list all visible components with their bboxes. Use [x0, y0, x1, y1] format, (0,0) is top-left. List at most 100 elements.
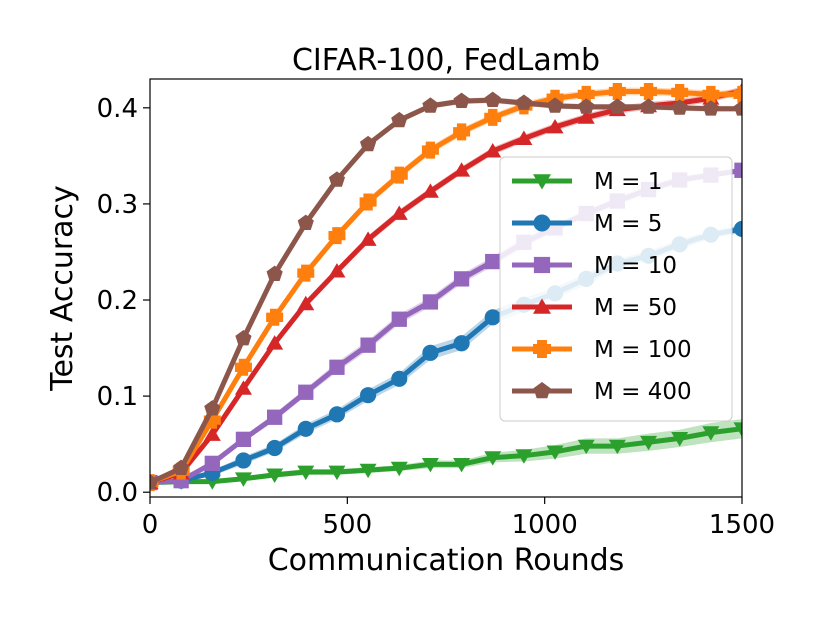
series-6-point	[266, 265, 283, 281]
series-6-point	[297, 214, 314, 231]
series-5-point	[421, 141, 439, 159]
series-1-point	[453, 457, 471, 473]
series-2-point	[360, 387, 377, 404]
series-5-point	[577, 85, 595, 103]
series-4-point	[515, 130, 533, 145]
legend-swatch-marker	[533, 174, 551, 190]
series-6	[150, 91, 742, 490]
x-tick-label: 1500	[709, 510, 775, 540]
series-6-point	[422, 97, 439, 113]
y-tick-label: 0.4	[97, 94, 138, 124]
series-6-point	[328, 171, 346, 187]
series-4-point	[234, 380, 252, 395]
series-5-point	[702, 85, 720, 103]
series-5-point	[453, 123, 471, 141]
series-4-point	[390, 205, 408, 220]
series-6-point	[360, 135, 377, 152]
series-6-point	[484, 91, 501, 108]
legend-label: M = 50	[594, 295, 677, 321]
series-1-point	[328, 465, 346, 481]
series-4-point	[453, 162, 471, 177]
series-3-point	[266, 409, 283, 425]
legend-label: M = 400	[594, 379, 692, 405]
series-6-point	[515, 94, 532, 110]
legend-item-4: M = 50	[512, 295, 677, 321]
series-4-point	[546, 118, 564, 134]
series-4-point	[577, 109, 595, 124]
series-3-point	[204, 455, 220, 472]
series-5-point	[608, 82, 626, 100]
series-6-point	[733, 100, 742, 116]
series-6-point	[640, 98, 657, 114]
x-axis-label: Communication Rounds	[268, 543, 625, 578]
series-1-point	[640, 435, 658, 451]
series-6-point	[235, 329, 252, 346]
legend-label: M = 1	[594, 169, 662, 195]
series-6-point	[453, 92, 470, 108]
y-tick-label: 0.0	[97, 478, 138, 508]
x-tick-label: 500	[323, 510, 373, 540]
plot-frame	[149, 78, 743, 498]
series-6-point	[150, 474, 159, 490]
series-1-point	[546, 445, 564, 460]
series-4-point	[421, 183, 439, 198]
series-1-point	[515, 449, 533, 464]
series-5-point	[733, 85, 742, 103]
series-1-point	[266, 468, 284, 483]
series-6-point	[702, 100, 719, 116]
series-5-point	[297, 264, 315, 282]
series-3-point	[485, 253, 501, 270]
series-1-point	[390, 461, 408, 477]
series-6-point	[546, 97, 564, 113]
series-5-point	[640, 82, 658, 100]
series-2-point	[328, 406, 346, 423]
series-3-point	[422, 294, 439, 310]
legend-label: M = 100	[594, 337, 692, 363]
legend-item-2: M = 5	[512, 211, 662, 237]
series-1-point	[702, 426, 720, 441]
legend-item-1: M = 1	[512, 169, 662, 195]
series-3-point	[734, 162, 742, 178]
chart-title: CIFAR-100, FedLamb	[292, 43, 600, 78]
legend-swatch-marker	[533, 298, 551, 314]
series-2-point	[422, 344, 439, 361]
series-5-point	[484, 108, 502, 126]
legend-item-3: M = 10	[512, 253, 677, 279]
series-4-point	[297, 295, 315, 311]
series-1-point	[577, 439, 595, 455]
series-4-point	[484, 142, 502, 158]
series-1-point	[297, 465, 315, 481]
series-6-point	[204, 400, 221, 416]
series-2-point	[484, 309, 501, 326]
legend-swatch-marker	[533, 256, 551, 274]
y-tick-label: 0.2	[97, 286, 138, 316]
ticks-layer: 0 500 1000 1500 0.0 0.1 0.2 0.3 0.4	[97, 94, 775, 540]
legend: M = 1 M = 5 M = 10 M = 50 M = 100 M = 400	[499, 156, 733, 422]
series-2-point	[235, 452, 252, 469]
series-4-point	[266, 335, 284, 350]
series-3-point	[329, 359, 345, 375]
series-4-point	[359, 231, 377, 246]
series-3-point	[360, 337, 376, 353]
series-2-point	[391, 370, 408, 387]
series-1-band	[150, 419, 742, 485]
series-1-line	[150, 426, 742, 486]
series-3-point	[391, 311, 407, 327]
legend-label: M = 10	[594, 253, 677, 279]
series-5	[150, 82, 742, 492]
series-5-point	[328, 227, 346, 245]
series-5-point	[359, 193, 377, 211]
series-4-point	[328, 263, 346, 278]
series-1-point	[359, 463, 377, 479]
series-3-point	[298, 384, 314, 400]
series-5-point	[266, 308, 284, 326]
series-1-point	[671, 432, 689, 447]
series-6-point	[609, 98, 626, 114]
legend-swatch-marker	[533, 382, 551, 399]
series-1-point	[234, 472, 252, 487]
legend-item-5: M = 100	[512, 337, 692, 363]
series-6-point	[391, 111, 408, 128]
x-tick-label: 1000	[512, 510, 578, 540]
series-2-point	[297, 420, 314, 437]
